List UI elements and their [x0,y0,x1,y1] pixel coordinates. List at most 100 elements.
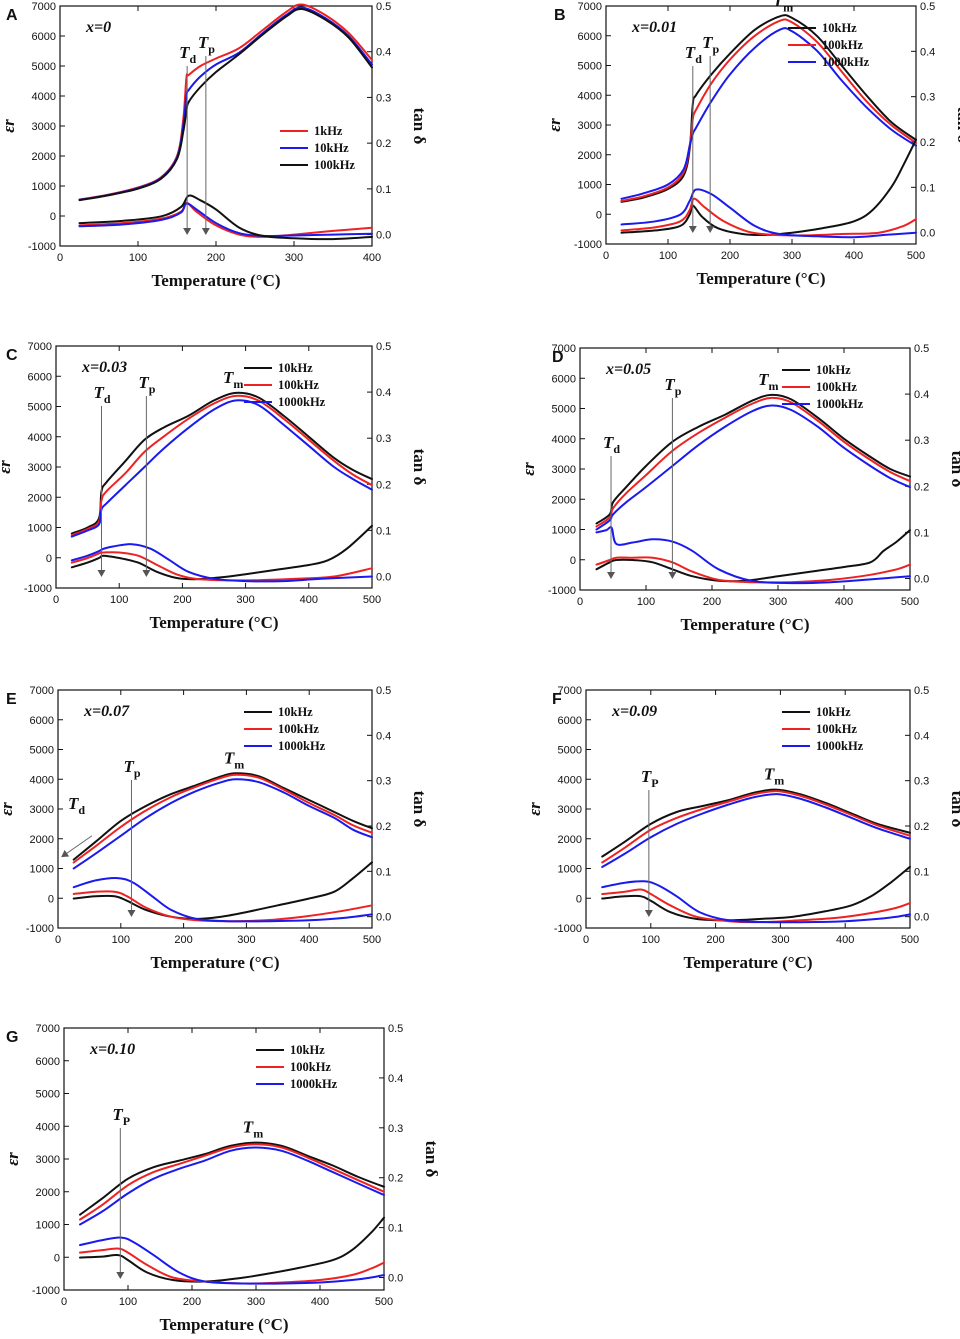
x-tick-label: 400 [835,596,853,608]
y-tick-label-left: 4000 [30,774,54,786]
y-tick-label-left: 3000 [552,464,576,476]
legend-entry: 10kHz [290,1043,325,1057]
marker-label-tm: Tm [223,368,243,391]
y-axis-title-left: εr [0,119,18,133]
legend-entry: 1kHz [314,124,343,138]
legend-entry: 10kHz [278,361,313,375]
y-tick-label-right: 0.5 [388,1023,403,1035]
x-tick-label: 100 [642,934,660,946]
x-tick-label: 0 [577,596,583,608]
y-tick-label-left: 5000 [552,404,576,416]
x-tick-label: 500 [375,1296,393,1308]
y-tick-label-left: 2000 [28,492,52,504]
x-axis-title: Temperature (°C) [680,615,809,634]
series-line-permittivity [620,18,917,202]
y-tick-label-right: 0.3 [920,92,935,104]
marker-label-tp: Tp [138,373,155,396]
marker-sub: p [675,384,682,398]
panel-letter: A [6,7,18,24]
marker-main: T [603,433,614,452]
y-tick-label-left: 1000 [36,1220,60,1232]
marker-main: T [94,383,105,402]
y-tick-label-right: 0.5 [914,343,929,355]
y-tick-label-right: 0.4 [920,46,935,58]
y-tick-label-right: 0.2 [920,137,935,149]
x-tick-label: 300 [237,934,255,946]
y-tick-label-right: 0.1 [376,866,391,878]
marker-label-td: Td [179,43,196,66]
sample-label: x=0.07 [83,703,130,720]
marker-sub: d [190,52,197,66]
y-tick-label-left: 7000 [30,685,54,697]
series-line-permittivity [601,793,911,868]
y-tick-label-left: 5000 [32,61,56,73]
y-tick-label-right: 0.3 [914,776,929,788]
series-line-permittivity [620,14,917,203]
x-tick-label: 200 [721,250,739,262]
legend-entry: 100kHz [278,378,319,392]
y-tick-label-right: 0.5 [920,1,935,13]
y-tick-label-left: -1000 [32,1285,60,1297]
y-axis-title-left: εr [545,118,564,132]
legend-entry: 1000kHz [816,739,864,753]
x-axis-title: Temperature (°C) [151,271,280,290]
y-tick-label-left: 7000 [28,341,52,353]
y-axis-title-left: εr [0,802,16,816]
series-line-tan-delta [78,194,373,241]
series-line-permittivity [70,394,373,537]
x-tick-label: 100 [129,252,147,264]
y-tick-label-left: 4000 [558,774,582,786]
y-axis-title-left: εr [519,462,538,476]
series-line-permittivity [79,1143,385,1221]
marker-label-td: Td [68,794,85,817]
marker-sub: m [294,0,304,3]
marker-sub: m [234,757,244,771]
marker-main: T [224,748,235,767]
marker-sub: p [149,382,156,396]
sample-label: x=0.03 [81,359,127,376]
y-tick-label-right: 0.5 [376,341,391,353]
x-tick-label: 200 [173,594,191,606]
series-line-tan-delta [620,197,917,237]
y-tick-label-left: -1000 [28,241,56,253]
y-tick-label-right: 0.2 [914,821,929,833]
y-tick-label-right: 0.1 [914,866,929,878]
marker-arrow [61,835,93,858]
legend-entry: 1000kHz [278,739,326,753]
series-line-tan-delta [595,556,911,584]
series-line-tan-delta [72,890,373,923]
panel-e: E0 100 200 300 400 500-1000010002000300040005… [0,685,429,972]
y-tick-label-left: 3000 [578,120,602,132]
marker-main: T [223,368,234,387]
x-tick-label: 200 [207,252,225,264]
x-tick-label: 0 [603,250,609,262]
y-tick-label-left: 4000 [578,90,602,102]
series-line-tan-delta [72,877,373,923]
y-tick-label-left: 2000 [552,494,576,506]
series-line-permittivity [79,1141,385,1216]
x-tick-label: 300 [247,1296,265,1308]
x-tick-label: 0 [61,1296,67,1308]
x-axis-title: Temperature (°C) [696,269,825,288]
x-tick-label: 200 [183,1296,201,1308]
y-tick-label-left: 0 [54,1252,60,1264]
y-axis-title-right: tan δ [410,108,429,145]
x-axis-title: Temperature (°C) [159,1315,288,1334]
y-axis-title-right: tan δ [948,791,960,828]
y-tick-label-left: 5000 [28,402,52,414]
panel-letter: D [552,349,564,366]
marker-main: T [664,375,675,394]
y-tick-label-left: 0 [48,893,54,905]
x-tick-label: 500 [907,250,925,262]
marker-label-tm: Tm [243,1118,263,1141]
y-tick-label-left: 7000 [32,1,56,13]
y-tick-label-right: 0.4 [914,389,929,401]
marker-sub: P [651,776,658,790]
y-tick-label-left: 2000 [30,834,54,846]
marker-main: T [764,765,775,784]
y-tick-label-right: 0.4 [376,387,391,399]
y-tick-label-left: -1000 [574,239,602,251]
marker-sub: m [768,379,778,393]
marker-sub: d [695,52,702,66]
